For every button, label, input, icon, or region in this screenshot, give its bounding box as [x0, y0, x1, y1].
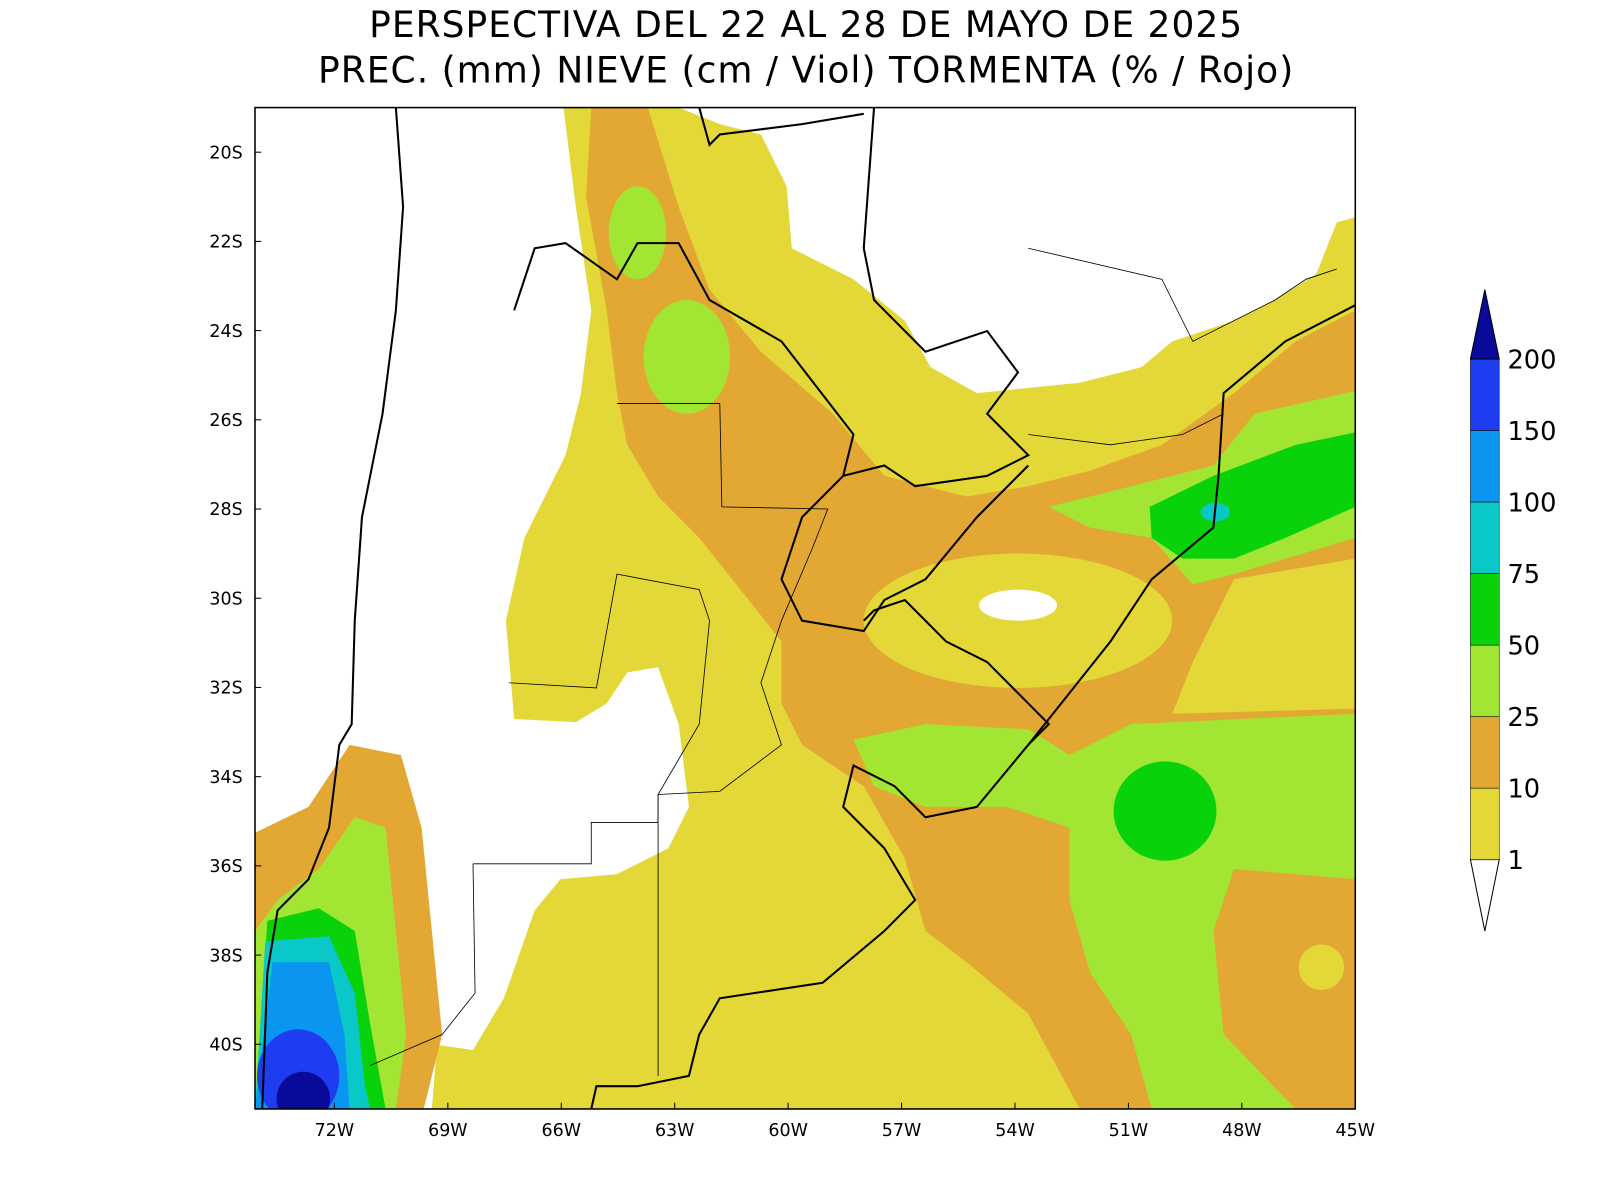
colorbar-segment: [1470, 430, 1500, 503]
x-tick-label: 69W: [428, 1121, 467, 1141]
colorbar-segment: [1470, 716, 1500, 789]
y-tick-label: 22S: [209, 233, 242, 253]
y-tick-label: 32S: [209, 679, 242, 699]
border: [513, 107, 1031, 488]
field-8: [276, 1071, 331, 1109]
colorbar-label: 25: [1507, 703, 1540, 733]
field-4: [1113, 761, 1217, 861]
x-tick-label: 63W: [655, 1121, 694, 1141]
field-3: [643, 300, 731, 414]
colorbar: 1 10 25 50 75 100 150 200: [1469, 289, 1556, 932]
colorbar-segment: [1470, 573, 1500, 646]
province-line: [1028, 413, 1224, 446]
colorbar-under: [1469, 859, 1500, 932]
y-tick-label: 26S: [209, 411, 242, 431]
province-line: [616, 403, 829, 1076]
province-line: [1028, 247, 1337, 342]
x-tick-label: 51W: [1109, 1121, 1148, 1141]
colorbar-label: 75: [1507, 560, 1540, 590]
field-0: [978, 589, 1058, 621]
colorbar-label: 200: [1507, 345, 1556, 375]
province-line: [473, 794, 659, 865]
y-tick-label: 36S: [209, 857, 242, 877]
colorbar-segment: [1470, 358, 1500, 431]
y-tick-label: 28S: [209, 500, 242, 520]
y-tick-label: 38S: [209, 946, 242, 966]
border: [863, 598, 1051, 746]
colorbar-over: [1469, 289, 1500, 360]
y-tick-label: 24S: [209, 322, 242, 342]
colorbar-label: 150: [1507, 417, 1556, 447]
x-tick-label: 72W: [315, 1121, 354, 1141]
colorbar-segment: [1470, 644, 1500, 717]
y-tick-label: 34S: [209, 768, 242, 788]
field-3: [853, 713, 1356, 1109]
coast: [590, 304, 1356, 1109]
map-frame: [254, 106, 1357, 1110]
y-tick-label: 40S: [209, 1035, 242, 1055]
field-4: [1149, 432, 1356, 559]
colorbar-label: 10: [1507, 774, 1540, 804]
colorbar-segment: [1470, 501, 1500, 574]
field-3: [608, 186, 667, 280]
subtitle: PREC. (mm) NIEVE (cm / Viol) TORMENTA (%…: [318, 50, 1294, 92]
x-tick-label: 45W: [1336, 1121, 1375, 1141]
axes: 72W 69W 66W 63W 60W 57W 54W 51W 48W 45W 20S 22S 24S 2…: [209, 143, 1375, 1141]
x-tick-label: 60W: [768, 1121, 807, 1141]
colorbar-label: 50: [1507, 631, 1540, 661]
field-1: [863, 553, 1173, 688]
border: [780, 464, 1030, 633]
colorbar-segment: [1470, 787, 1500, 860]
x-tick-label: 57W: [882, 1121, 921, 1141]
border: [261, 107, 405, 1109]
title: PERSPECTIVA DEL 22 AL 28 DE MAYO DE 2025: [369, 4, 1243, 46]
y-tick-label: 20S: [209, 143, 242, 163]
field-1: [1298, 944, 1344, 990]
border: [698, 107, 864, 147]
colorbar-label: 1: [1507, 846, 1523, 876]
province-line: [370, 863, 476, 1066]
y-tick-label: 30S: [209, 589, 242, 609]
x-tick-label: 48W: [1222, 1121, 1261, 1141]
x-tick-label: 66W: [542, 1121, 581, 1141]
x-tick-label: 54W: [995, 1121, 1034, 1141]
province-line: [508, 573, 710, 795]
precip-field: [255, 107, 1356, 1109]
colorbar-label: 100: [1507, 488, 1556, 518]
